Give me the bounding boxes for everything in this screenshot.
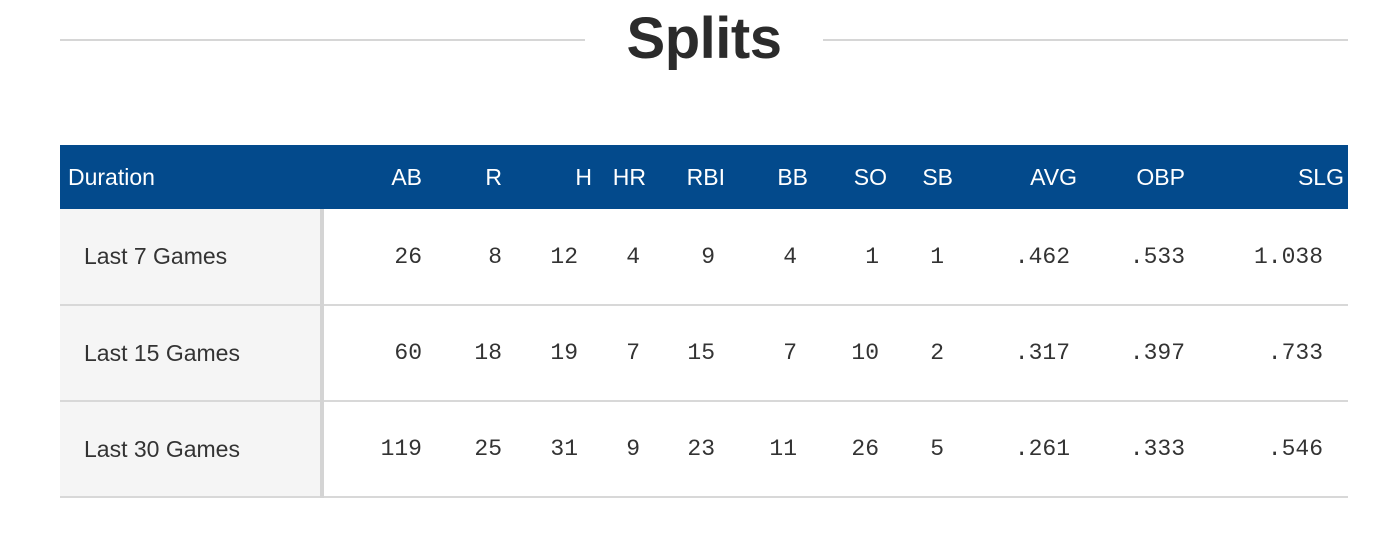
rbi-cell: 23 xyxy=(687,436,715,462)
obp-cell: .333 xyxy=(1129,436,1185,462)
so-cell: 1 xyxy=(865,243,879,270)
avg-cell: .317 xyxy=(1014,340,1070,366)
column-header-duration: Duration xyxy=(68,163,155,190)
column-header-obp: OBP xyxy=(1136,163,1185,190)
h-cell: 31 xyxy=(550,436,578,462)
duration-cell: Last 30 Games xyxy=(60,401,324,497)
column-header-sb: SB xyxy=(922,163,953,190)
rbi-cell: 9 xyxy=(701,243,715,270)
hr-cell: 4 xyxy=(626,243,640,270)
hr-cell: 9 xyxy=(626,436,640,462)
column-header-so: SO xyxy=(853,163,887,190)
avg-cell: .462 xyxy=(1014,243,1070,270)
slg-cell: 1.038 xyxy=(1253,243,1323,270)
slg-cell: .546 xyxy=(1267,436,1323,462)
h-cell: 12 xyxy=(550,243,578,270)
rbi-cell: 15 xyxy=(687,340,715,366)
r-cell: 18 xyxy=(474,340,502,366)
table-row: Last 15 Games 60 18 19 7 15 7 10 2 .317 … xyxy=(60,305,1348,401)
ab-cell: 26 xyxy=(394,243,422,270)
table-row: Last 30 Games 119 25 31 9 23 11 26 5 .26… xyxy=(60,401,1348,497)
heading-divider-left xyxy=(60,39,585,41)
ab-cell: 119 xyxy=(380,436,422,462)
splits-heading: Splits xyxy=(60,0,1348,80)
column-header-slg: SLG xyxy=(1297,163,1344,190)
column-header-ab: AB xyxy=(391,163,422,190)
duration-cell: Last 7 Games xyxy=(60,209,324,305)
bb-cell: 7 xyxy=(783,340,797,366)
so-cell: 26 xyxy=(851,436,879,462)
heading-divider-right xyxy=(823,39,1348,41)
ab-cell: 60 xyxy=(394,340,422,366)
column-header-hr: HR xyxy=(612,163,646,190)
r-cell: 8 xyxy=(488,243,502,270)
column-header-bb: BB xyxy=(777,163,808,190)
slg-cell: .733 xyxy=(1267,340,1323,366)
duration-cell: Last 15 Games xyxy=(60,305,324,401)
page-title: Splits xyxy=(626,6,782,71)
so-cell: 10 xyxy=(851,340,879,366)
hr-cell: 7 xyxy=(626,340,640,366)
column-header-rbi: RBI xyxy=(686,163,725,190)
column-header-r: R xyxy=(485,163,502,190)
avg-cell: .261 xyxy=(1014,436,1070,462)
table-header-row: Duration AB R H HR RBI BB SO SB AVG OBP … xyxy=(60,145,1348,209)
obp-cell: .397 xyxy=(1129,340,1185,366)
column-header-avg: AVG xyxy=(1030,163,1077,190)
r-cell: 25 xyxy=(474,436,502,462)
bb-cell: 11 xyxy=(769,436,797,462)
column-header-h: H xyxy=(575,163,592,190)
bb-cell: 4 xyxy=(783,243,797,270)
sb-cell: 2 xyxy=(930,340,944,366)
table-row: Last 7 Games 26 8 12 4 9 4 1 1 .462 .533… xyxy=(60,209,1348,305)
h-cell: 19 xyxy=(550,340,578,366)
obp-cell: .533 xyxy=(1129,243,1185,270)
sb-cell: 5 xyxy=(930,436,944,462)
sb-cell: 1 xyxy=(930,243,944,270)
splits-table: Duration AB R H HR RBI BB SO SB AVG OBP … xyxy=(60,145,1348,498)
